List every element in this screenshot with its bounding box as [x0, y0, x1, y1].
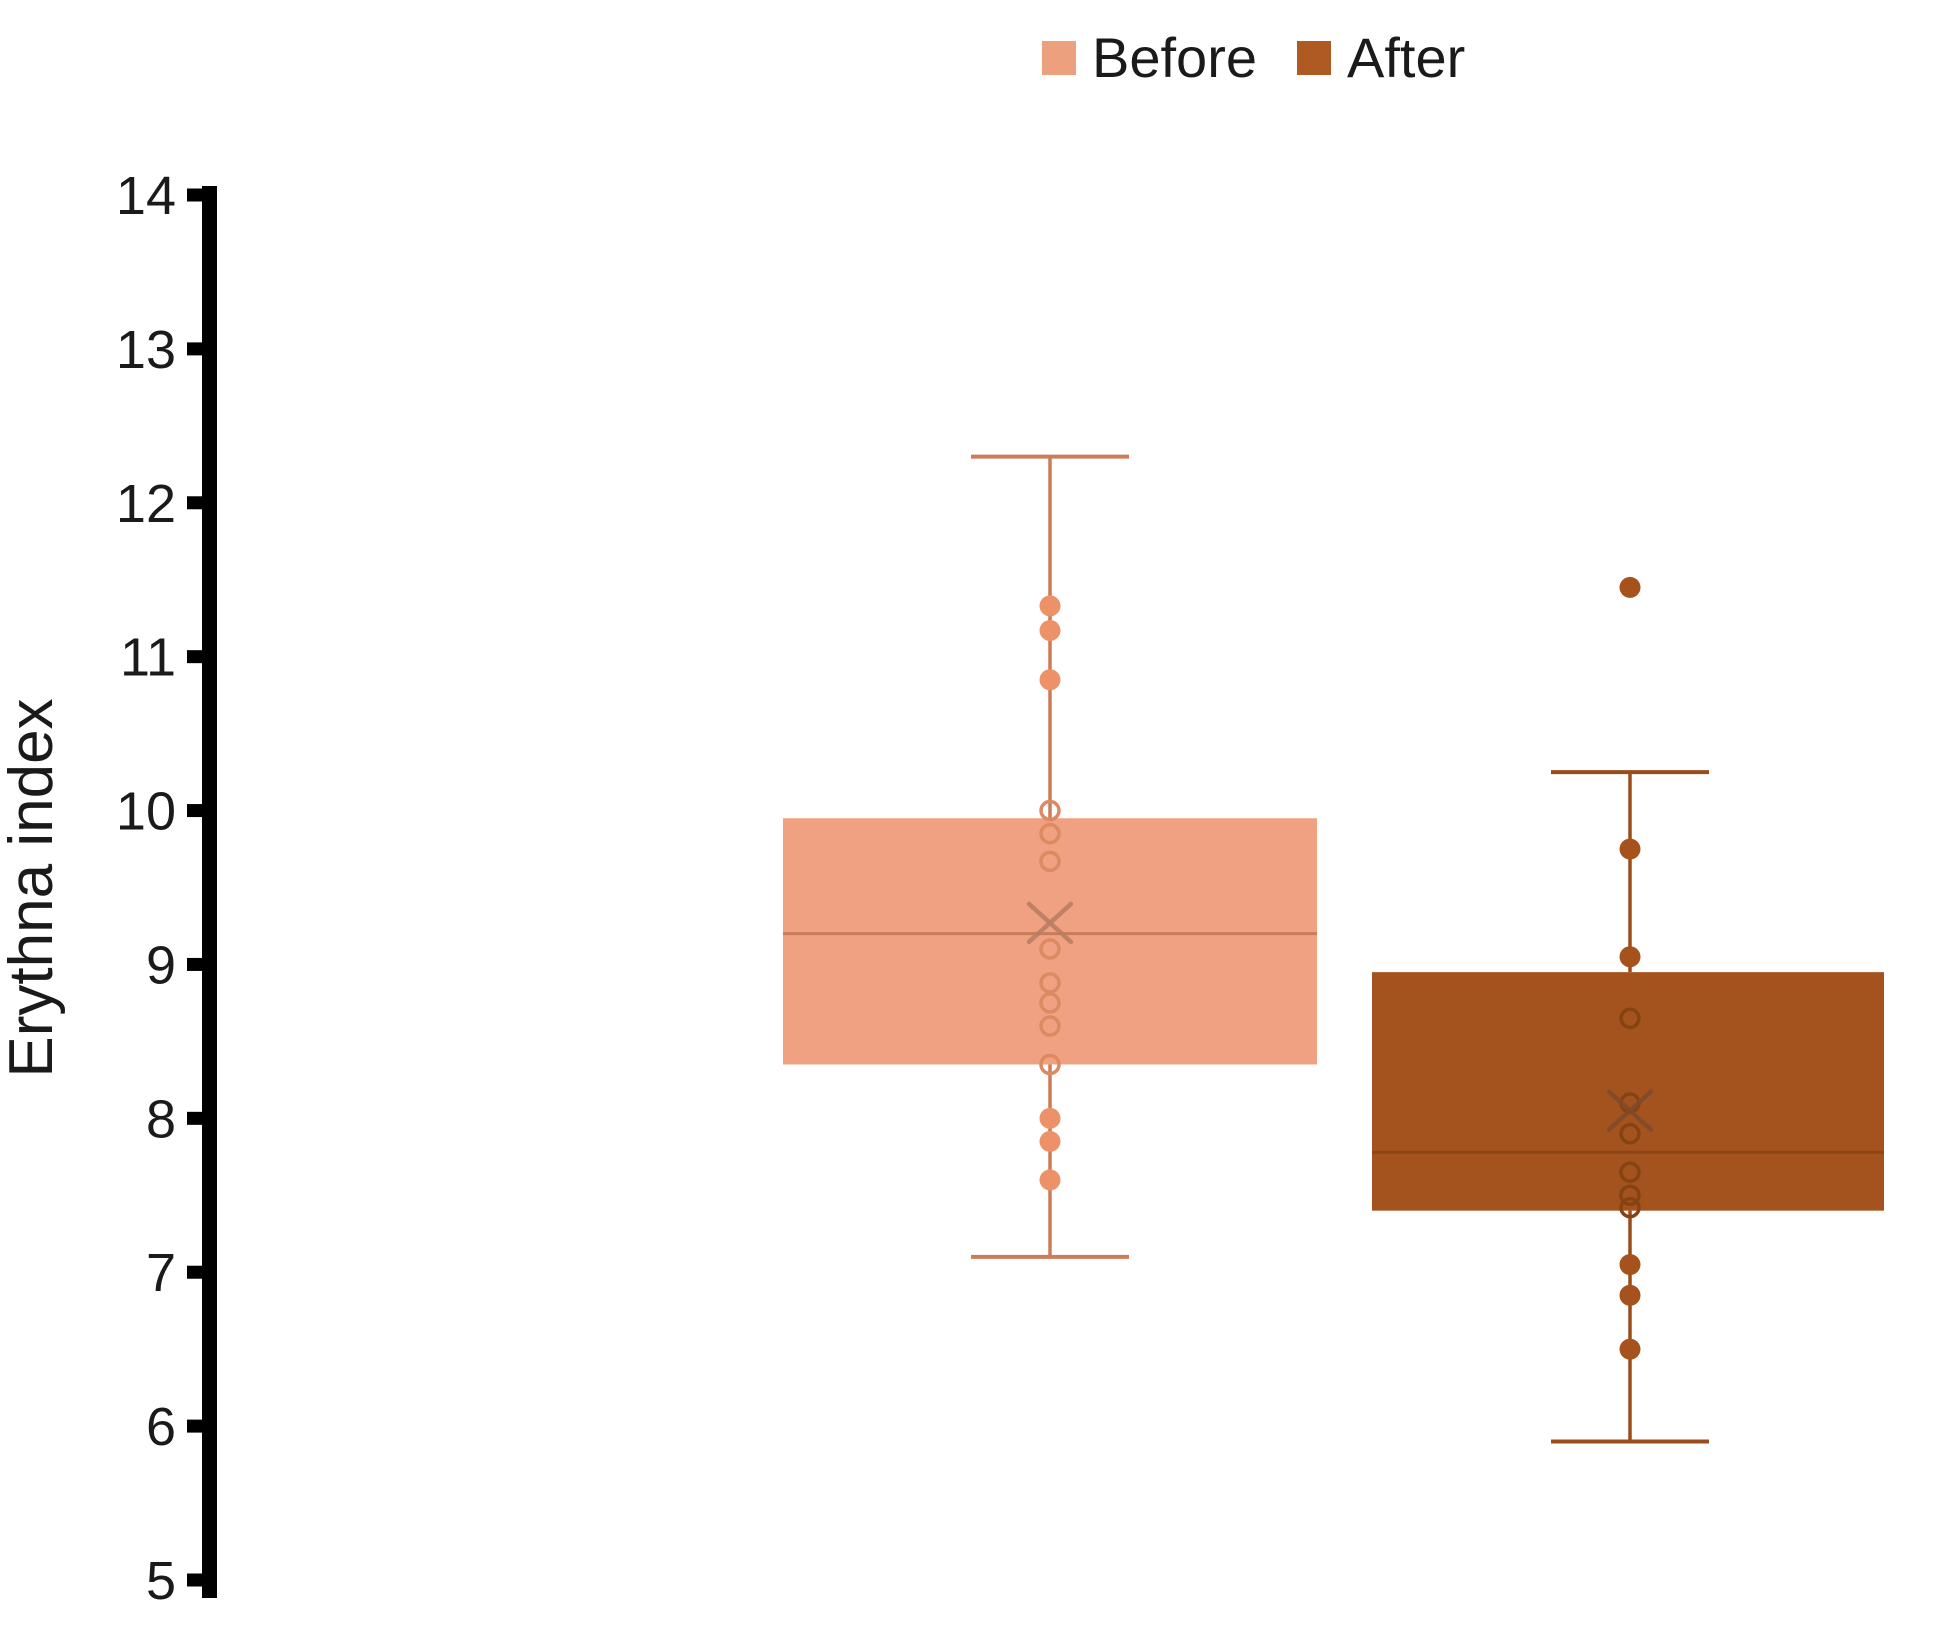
y-axis-tick: [187, 1265, 203, 1279]
before-data-point: [1039, 992, 1061, 1014]
y-tick-label: 8: [146, 1089, 176, 1149]
y-tick-label: 11: [120, 628, 176, 688]
y-axis-tick: [187, 1111, 203, 1125]
y-axis-tick: [187, 342, 203, 356]
y-axis-tick: [187, 188, 203, 202]
y-tick-label: 5: [146, 1551, 176, 1611]
y-tick-label: 10: [116, 782, 176, 842]
y-tick-label: 7: [146, 1243, 176, 1303]
after-data-point: [1619, 1122, 1641, 1145]
y-axis-line: [202, 186, 217, 1598]
y-axis-tick: [187, 957, 203, 971]
after-box: [1372, 972, 1884, 1211]
before-data-point: [1039, 669, 1061, 691]
legend-item-before: Before: [1042, 30, 1257, 86]
after-mean-marker: [1606, 1089, 1654, 1132]
before-data-point: [1039, 822, 1061, 845]
y-axis-tick: [187, 1573, 203, 1587]
before-data-point: [1039, 1107, 1061, 1129]
chart-legend: Before After: [1042, 30, 1465, 86]
before-data-point: [1039, 1015, 1061, 1037]
before-mean-marker: [1026, 901, 1074, 945]
after-data-point: [1619, 576, 1641, 598]
y-axis-title: Erythna index: [0, 698, 66, 1077]
after-data-point: [1619, 1007, 1641, 1030]
after-data-point: [1619, 1284, 1641, 1306]
y-tick-label: 6: [146, 1397, 176, 1457]
after-data-point: [1619, 1196, 1641, 1219]
legend-item-after: After: [1297, 30, 1465, 86]
legend-swatch-after: [1297, 41, 1331, 75]
after-data-point: [1619, 1161, 1641, 1183]
before-data-point: [1039, 972, 1061, 994]
y-tick-label: 13: [116, 320, 176, 380]
after-data-point: [1619, 838, 1641, 860]
before-data-point: [1039, 1053, 1061, 1076]
after-data-point: [1619, 1184, 1641, 1207]
legend-label-before: Before: [1092, 26, 1257, 89]
y-axis-tick: [187, 804, 203, 818]
before-data-point: [1039, 938, 1061, 960]
after-data-point: [1619, 946, 1641, 968]
y-axis-tick: [187, 650, 203, 664]
legend-label-after: After: [1347, 26, 1466, 89]
before-data-point: [1039, 620, 1061, 642]
legend-swatch-before: [1042, 41, 1076, 75]
before-data-point: [1039, 850, 1061, 873]
before-data-point: [1039, 595, 1061, 617]
y-tick-label: 9: [146, 935, 176, 995]
y-tick-label: 14: [116, 166, 176, 226]
y-axis-tick: [187, 1419, 203, 1433]
y-tick-label: 12: [116, 474, 176, 534]
y-axis-tick: [187, 496, 203, 510]
before-data-point: [1039, 799, 1061, 822]
after-data-point: [1619, 1338, 1641, 1360]
before-data-point: [1039, 1169, 1061, 1191]
before-data-point: [1039, 1130, 1061, 1152]
after-data-point: [1619, 1254, 1641, 1276]
